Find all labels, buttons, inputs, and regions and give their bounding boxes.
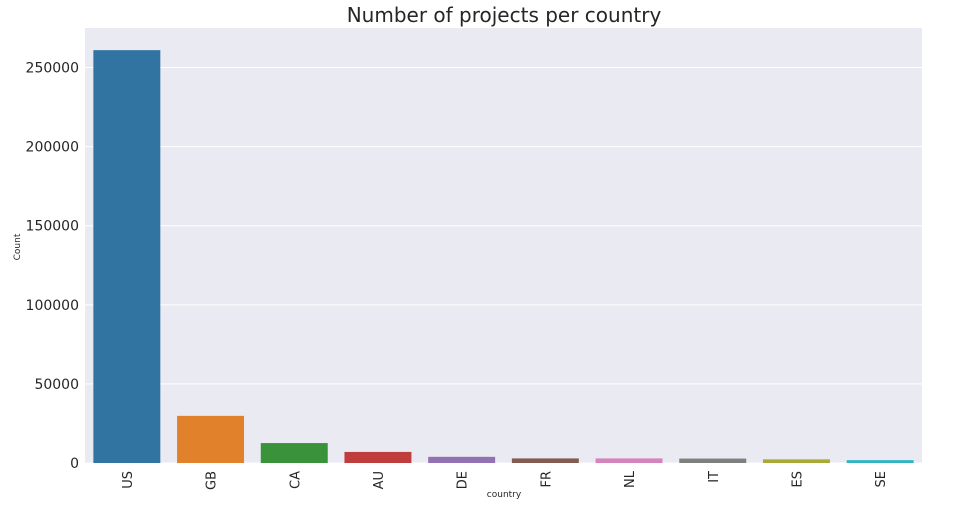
plot-background (85, 28, 922, 463)
bar-it (679, 458, 747, 463)
chart-title: Number of projects per country (347, 3, 662, 27)
x-tick-label: CA (288, 471, 303, 489)
bar-nl (595, 458, 663, 463)
y-axis-label: Count (13, 233, 23, 260)
x-tick-label: IT (707, 471, 722, 483)
bar-de (428, 456, 496, 463)
bar-se (846, 460, 914, 463)
x-tick-label: DE (456, 471, 471, 489)
bar-ca (260, 443, 328, 463)
x-tick-label: AU (372, 471, 387, 489)
y-tick-labels: 0 50000 100000 150000 200000 250000 (26, 61, 79, 472)
x-tick-label: GB (205, 471, 220, 490)
x-tick-labels: US GB CA AU DE FR NL IT ES SE (121, 470, 889, 490)
x-tick-label: SE (874, 471, 889, 487)
x-tick-label: ES (790, 471, 805, 487)
bars-group (93, 50, 914, 464)
x-tick-label: FR (539, 471, 554, 488)
y-tick-label: 50000 (34, 377, 79, 393)
x-tick-label: US (121, 471, 136, 489)
bar-us (93, 50, 161, 464)
bar-au (344, 451, 412, 463)
x-axis-label: country (487, 490, 522, 500)
bar-gb (177, 415, 245, 463)
y-tick-label: 0 (70, 456, 79, 472)
y-tick-label: 200000 (26, 140, 79, 156)
bar-es (762, 459, 830, 463)
bar-fr (511, 458, 579, 463)
x-tick-label: NL (623, 470, 638, 488)
y-tick-label: 150000 (26, 219, 79, 235)
y-tick-label: 100000 (26, 298, 79, 314)
y-tick-label: 250000 (26, 61, 79, 77)
